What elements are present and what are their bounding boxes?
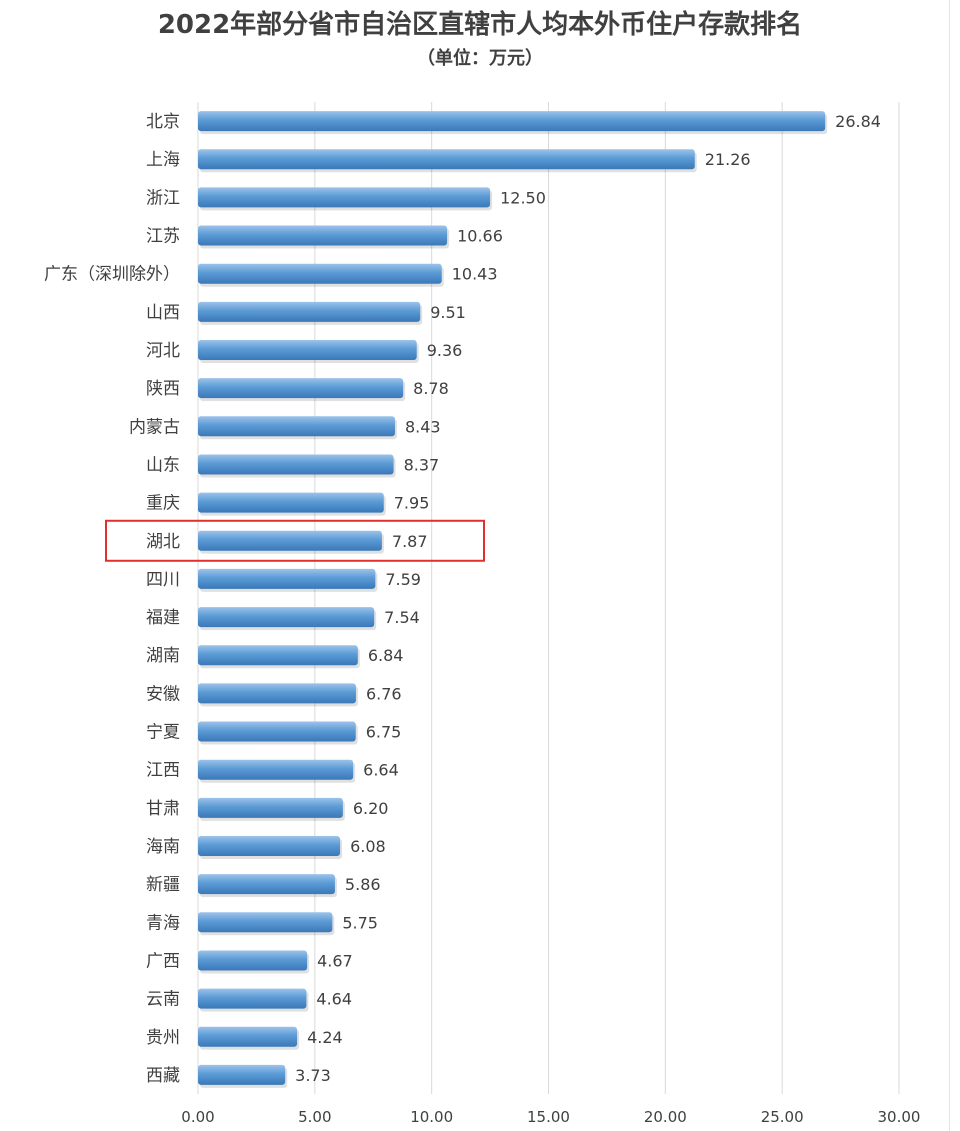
value-label: 10.66 <box>457 227 503 246</box>
category-label: 浙江 <box>146 188 180 208</box>
value-label: 5.86 <box>345 875 381 894</box>
bar <box>198 149 695 170</box>
chart-subtitle: （单位：万元） <box>417 48 543 69</box>
category-label: 云南 <box>146 990 180 1010</box>
bar <box>198 263 442 284</box>
bar <box>198 416 395 437</box>
bar <box>198 836 341 856</box>
x-tick-label: 25.00 <box>761 1108 804 1126</box>
value-label: 7.87 <box>392 532 428 551</box>
x-tick-label: 5.00 <box>298 1108 331 1126</box>
value-label: 9.36 <box>427 341 463 360</box>
category-label: 山西 <box>146 303 180 323</box>
bar-layer <box>198 111 828 1088</box>
x-tick-label: 30.00 <box>878 1108 921 1126</box>
category-label: 陕西 <box>146 379 180 399</box>
value-label: 9.51 <box>430 303 466 322</box>
category-label: 内蒙古 <box>129 417 180 437</box>
bar <box>198 912 333 933</box>
category-label: 重庆 <box>146 494 180 514</box>
category-label: 湖北 <box>146 532 180 552</box>
label-layer: 北京 26.84 上海 21.26 浙江 12.50 江苏 10.66 广东（深圳除外） 10.4… <box>44 112 881 1086</box>
axis-layer: 0.00 5.00 10.00 15.00 20.00 25.00 30.00 <box>181 1108 920 1126</box>
chart-title: 2022年部分省市自治区直辖市人均本外币住户存款排名 <box>157 10 803 40</box>
bar <box>198 454 394 475</box>
bar <box>198 1026 298 1047</box>
value-label: 8.43 <box>405 417 441 436</box>
bar <box>198 187 491 208</box>
value-label: 6.64 <box>363 761 399 780</box>
x-tick-label: 15.00 <box>527 1108 570 1126</box>
grid-layer <box>197 102 900 1094</box>
bar <box>198 111 826 132</box>
bar <box>198 988 307 1009</box>
highlight-box <box>105 519 485 562</box>
bar <box>198 340 417 360</box>
value-label: 10.43 <box>452 265 498 284</box>
category-label: 广西 <box>146 951 180 971</box>
value-label: 6.84 <box>368 646 404 665</box>
bar <box>198 1064 286 1085</box>
category-label: 贵州 <box>146 1028 180 1048</box>
category-label: 上海 <box>146 150 180 170</box>
category-label: 宁夏 <box>146 723 180 743</box>
value-label: 21.26 <box>705 150 751 169</box>
value-label: 7.54 <box>384 608 420 627</box>
category-label: 广东（深圳除外） <box>44 265 180 285</box>
edge-divider <box>949 0 950 1131</box>
bar <box>198 607 375 628</box>
category-label: 湖南 <box>146 646 180 666</box>
bar <box>198 378 404 399</box>
category-label: 新疆 <box>146 875 180 895</box>
category-label: 四川 <box>146 570 180 590</box>
category-label: 甘肃 <box>146 799 180 819</box>
bar <box>198 530 382 551</box>
bar <box>198 759 354 780</box>
bar <box>198 301 421 322</box>
x-tick-label: 10.00 <box>410 1108 453 1126</box>
value-label: 7.95 <box>394 494 430 513</box>
value-label: 8.78 <box>413 379 449 398</box>
category-label: 江苏 <box>146 227 180 247</box>
value-label: 4.64 <box>316 990 352 1009</box>
value-label: 6.76 <box>366 684 402 703</box>
category-label: 青海 <box>146 913 180 933</box>
x-tick-label: 20.00 <box>644 1108 687 1126</box>
category-label: 福建 <box>146 608 180 628</box>
value-label: 12.50 <box>500 188 546 207</box>
bar <box>198 492 384 513</box>
category-label: 河北 <box>146 341 180 361</box>
value-label: 5.75 <box>342 913 378 932</box>
bar <box>198 797 343 818</box>
bar <box>198 645 358 666</box>
category-label: 山东 <box>146 455 180 475</box>
value-label: 6.75 <box>366 723 402 742</box>
bar <box>198 568 376 589</box>
category-label: 江西 <box>146 761 180 781</box>
value-label: 7.59 <box>385 570 421 589</box>
value-label: 8.37 <box>404 455 440 474</box>
x-tick-label: 0.00 <box>181 1108 214 1126</box>
value-label: 6.08 <box>350 837 386 856</box>
category-label: 海南 <box>146 837 180 857</box>
category-label: 安徽 <box>146 684 180 704</box>
bar <box>198 225 448 246</box>
bar <box>198 721 356 742</box>
bar <box>198 874 335 895</box>
value-label: 26.84 <box>835 112 881 131</box>
category-label: 北京 <box>146 112 180 132</box>
bar <box>198 683 356 704</box>
value-label: 4.67 <box>317 951 353 970</box>
value-label: 6.20 <box>353 799 389 818</box>
value-label: 3.73 <box>295 1066 331 1085</box>
category-label: 西藏 <box>146 1066 180 1086</box>
bar <box>198 950 308 971</box>
value-label: 4.24 <box>307 1028 343 1047</box>
